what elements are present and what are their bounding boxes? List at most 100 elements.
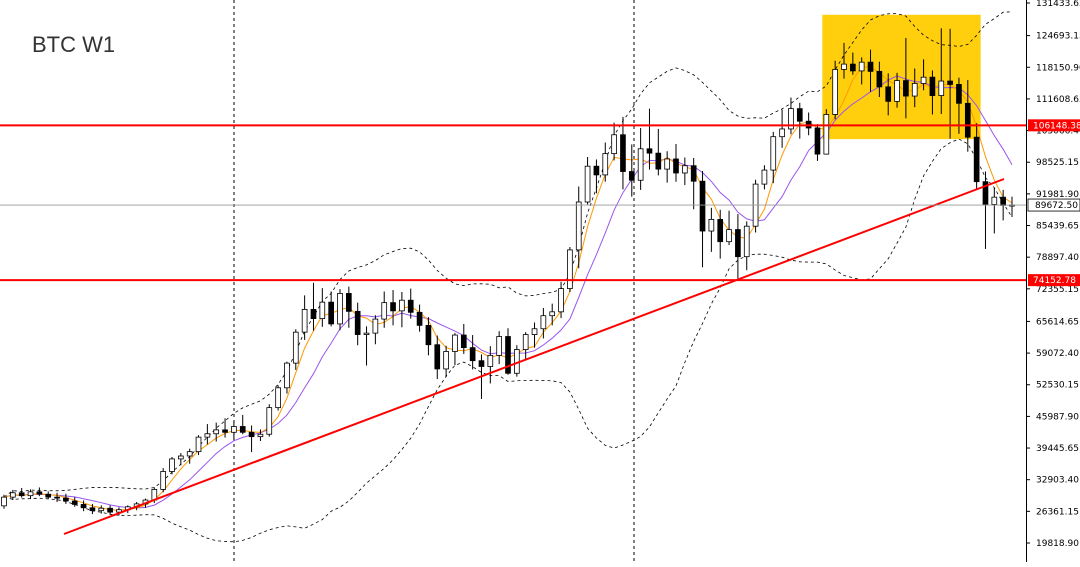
candle-body [522,334,529,350]
candle-body [611,134,617,155]
y-tick-label: 19818.90 [1036,539,1079,549]
candle-body [876,70,883,88]
candle-body [628,171,635,181]
level-label: 106148.38 [1033,121,1080,131]
candle-body [160,471,166,490]
candle-body [673,158,679,174]
candle-body [89,507,96,512]
y-tick-label: 111608.65 [1036,95,1080,105]
candle-body [381,302,388,320]
candle-body [956,84,962,104]
candle-body [593,165,600,176]
candle-body [682,165,688,174]
y-tick-label: 131433.65 [1036,0,1080,9]
candle-body [372,318,379,334]
candle-body [894,80,900,102]
y-tick-label: 105066.40 [1036,127,1080,137]
candle-body [399,299,405,312]
y-tick-label: 85439.65 [1036,222,1079,232]
y-tick-label: 39445.65 [1036,444,1079,454]
candle-body [1000,196,1006,206]
candle-body [390,302,396,312]
candle-body [36,491,43,495]
candle-body [549,311,556,317]
candle-body [425,324,432,346]
candle-body [699,180,706,232]
candle-body [310,309,317,320]
candle-body [319,301,326,320]
y-tick-label: 98525.15 [1036,158,1079,168]
y-tick-label: 26361.15 [1036,507,1079,517]
candle-body [655,152,662,170]
candle-body [452,334,458,352]
candle-body [558,288,564,313]
candle-body [63,497,69,502]
candle-body [469,347,476,362]
candle-body [178,455,184,460]
candle-body [708,219,715,232]
highlight-box [822,14,981,140]
candle-body [646,148,653,154]
candle-body [584,165,591,203]
candle-body [779,128,785,138]
candle-body [407,299,414,313]
candle-body [284,362,290,389]
current-price-label: 89672.50 [1035,201,1078,211]
candle-body [885,86,892,102]
candle-body [54,496,60,499]
level-label-box [1028,274,1080,287]
candle-body [18,492,25,497]
candle-body [204,433,211,438]
y-tick-label: 118150.90 [1036,63,1080,73]
candle-body [505,336,511,374]
candle-body [991,196,998,205]
candle-body [460,334,467,349]
candle-body [434,344,441,370]
candle-body [920,76,927,84]
candle-body [832,69,838,115]
candle-body [540,315,547,330]
candle-body [788,108,794,130]
candle-body [231,426,237,433]
candle-body [213,429,220,435]
candle-body [363,332,370,335]
candle-body [726,229,732,243]
candle-body [867,61,874,72]
candle-body [71,500,78,505]
candle-body [938,80,945,96]
y-tick-label: 52530.15 [1036,381,1079,391]
candle-body [416,311,423,326]
candle-body [186,451,193,457]
candle-body [531,328,538,335]
y-tick-label: 91981.90 [1036,190,1079,200]
candle-body [222,429,228,433]
candle-body [637,148,644,181]
candle-body [850,63,856,72]
candle-body [496,336,502,356]
candle-body [292,331,299,364]
candle-body [743,225,750,258]
current-price-label-box [1027,198,1080,212]
candle-body [973,136,980,183]
candle-body [328,301,334,325]
candle-body [858,61,865,72]
trendline [63,178,1005,535]
candle-body [796,108,803,122]
candle-body [911,83,918,97]
candle-body [239,426,246,433]
candle-body [169,458,175,472]
chart-title: BTC W1 [32,32,115,57]
candle-body [690,165,697,182]
candle-body [620,134,626,172]
candle-body [947,80,953,85]
candle-body [761,169,768,185]
candle-body [354,310,361,335]
candle-body [964,102,971,138]
candle-body [98,507,105,512]
y-tick-label: 32903.40 [1036,476,1079,486]
y-tick-label: 45987.90 [1036,412,1079,422]
candle-body [575,201,582,251]
candle-body [275,387,281,409]
